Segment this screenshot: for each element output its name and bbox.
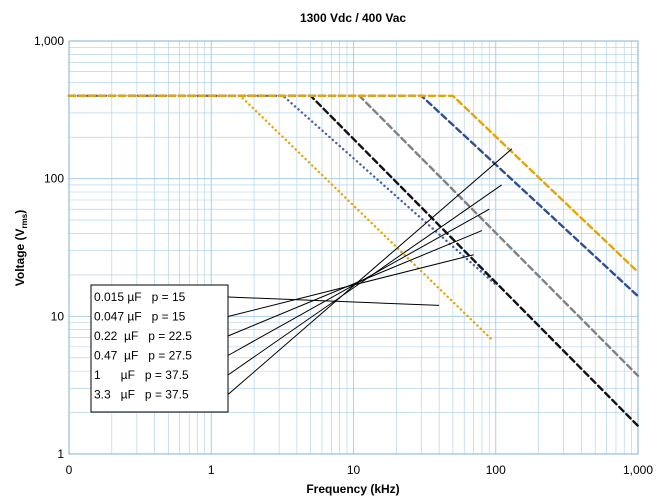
legend-entry-5: 1 µF p = 37.5 (94, 368, 189, 382)
y-axis-title: Voltage (Vrms) (13, 210, 29, 286)
legend-box (90, 284, 229, 413)
legend-leaders (227, 148, 513, 395)
y-tick-label: 10 (51, 309, 65, 323)
y-tick-label: 1 (57, 447, 64, 461)
y-tick-labels: 1 10 100 1,000 (34, 34, 64, 461)
legend-leader-6 (227, 148, 513, 395)
y-axis-title-main: Voltage (V (13, 228, 27, 286)
y-axis-title-close: ) (13, 210, 27, 214)
x-tick-labels: 0 1 10 100 1,000 (66, 463, 654, 477)
legend-entry-4: 0.47 µF p = 27.5 (94, 349, 192, 363)
y-axis-title-sub: rms (20, 213, 29, 228)
legend-leader-3 (227, 230, 483, 337)
x-axis-title: Frequency (kHz) (306, 482, 399, 496)
series-line-2 (67, 94, 497, 286)
legend-leader-2 (227, 254, 474, 317)
x-tick-label: 100 (486, 463, 506, 477)
legend-leader-4 (227, 208, 490, 356)
x-tick-label: 1,000 (623, 463, 653, 477)
series-layer (67, 94, 640, 428)
chart-title: 1300 Vdc / 400 Vac (300, 11, 406, 25)
legend-entry-1: 0.015 µF p = 15 (94, 290, 186, 304)
legend-entry-6: 3.3 µF p = 37.5 (94, 388, 189, 402)
y-tick-label: 1,000 (34, 34, 64, 48)
legend-entry-2: 0.047 µF p = 15 (94, 310, 186, 324)
x-tick-label: 0 (66, 463, 73, 477)
legend-entries: 0.015 µF p = 15 0.047 µF p = 15 0.22 µF p … (94, 290, 192, 402)
plot-border (68, 40, 639, 455)
x-tick-label: 10 (347, 463, 361, 477)
grid (68, 41, 638, 455)
x-tick-label: 1 (208, 463, 215, 477)
y-tick-label: 100 (44, 172, 64, 186)
legend-entry-3: 0.22 µF p = 22.5 (94, 329, 192, 343)
legend-leader-5 (227, 184, 502, 376)
series-line-6 (67, 94, 640, 274)
